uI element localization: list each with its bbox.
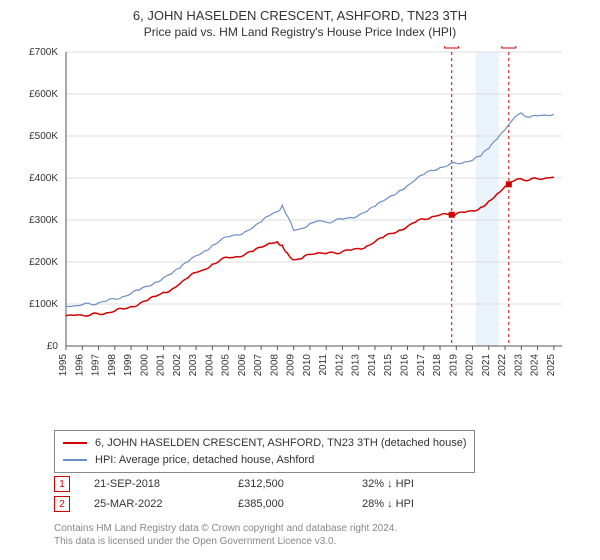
legend-label: HPI: Average price, detached house, Ashf… xyxy=(95,452,314,469)
legend-row: 6, JOHN HASELDEN CRESCENT, ASHFORD, TN23… xyxy=(63,435,466,452)
svg-text:2000: 2000 xyxy=(139,354,150,377)
svg-text:1: 1 xyxy=(449,46,455,48)
svg-text:£0: £0 xyxy=(47,341,59,352)
svg-text:1999: 1999 xyxy=(123,354,134,377)
svg-text:2001: 2001 xyxy=(156,354,167,377)
svg-text:2025: 2025 xyxy=(546,354,557,377)
sale-point-row: 1 21-SEP-2018 £312,500 32% ↓ HPI xyxy=(54,476,462,492)
svg-text:1997: 1997 xyxy=(91,354,102,377)
svg-text:2010: 2010 xyxy=(302,354,313,377)
legend-swatch xyxy=(63,459,87,461)
svg-text:2017: 2017 xyxy=(416,354,427,377)
chart-area: £0 £100K £200K £300K £400K £500K £600K £700K 199… xyxy=(14,46,570,386)
svg-text:£500K: £500K xyxy=(29,131,58,142)
legend-row: HPI: Average price, detached house, Ashf… xyxy=(63,452,466,469)
copyright-line-2: This data is licensed under the Open Gov… xyxy=(54,535,397,548)
sale-point-date: 25-MAR-2022 xyxy=(94,498,214,510)
svg-text:£100K: £100K xyxy=(29,299,58,310)
svg-text:£300K: £300K xyxy=(29,215,58,226)
sale-point-price: £385,000 xyxy=(238,498,338,510)
sale-point-row: 2 25-MAR-2022 £385,000 28% ↓ HPI xyxy=(54,496,462,512)
svg-text:£200K: £200K xyxy=(29,257,58,268)
svg-text:1996: 1996 xyxy=(74,354,85,377)
svg-text:2014: 2014 xyxy=(367,354,378,377)
svg-text:2023: 2023 xyxy=(513,354,524,377)
sale-point-index: 2 xyxy=(54,496,70,512)
svg-text:2005: 2005 xyxy=(221,354,232,377)
svg-text:2015: 2015 xyxy=(383,354,394,377)
svg-text:£400K: £400K xyxy=(29,173,58,184)
chart-subtitle: Price paid vs. HM Land Registry's House … xyxy=(0,23,600,45)
svg-text:£700K: £700K xyxy=(29,47,58,58)
svg-text:1998: 1998 xyxy=(107,354,118,377)
svg-text:2009: 2009 xyxy=(286,354,297,377)
svg-text:2019: 2019 xyxy=(448,354,459,377)
svg-text:2016: 2016 xyxy=(400,354,411,377)
copyright-line-1: Contains HM Land Registry data © Crown c… xyxy=(54,522,397,535)
svg-text:2021: 2021 xyxy=(481,354,492,377)
svg-text:2024: 2024 xyxy=(530,354,541,377)
svg-text:2007: 2007 xyxy=(253,354,264,377)
copyright-notice: Contains HM Land Registry data © Crown c… xyxy=(54,522,397,548)
sale-point-date: 21-SEP-2018 xyxy=(94,478,214,490)
svg-text:2011: 2011 xyxy=(318,354,329,376)
svg-text:1995: 1995 xyxy=(58,354,69,377)
card: 6, JOHN HASELDEN CRESCENT, ASHFORD, TN23… xyxy=(0,0,600,560)
chart-legend: 6, JOHN HASELDEN CRESCENT, ASHFORD, TN23… xyxy=(54,430,475,473)
svg-text:2003: 2003 xyxy=(188,354,199,377)
sale-point-delta: 32% ↓ HPI xyxy=(362,478,462,490)
svg-text:2012: 2012 xyxy=(334,354,345,377)
sale-points-table: 1 21-SEP-2018 £312,500 32% ↓ HPI 2 25-MAR-202… xyxy=(54,476,462,516)
svg-text:£600K: £600K xyxy=(29,89,58,100)
svg-text:2004: 2004 xyxy=(204,354,215,377)
svg-text:2020: 2020 xyxy=(465,354,476,377)
sale-point-index: 1 xyxy=(54,476,70,492)
svg-text:2002: 2002 xyxy=(172,354,183,377)
svg-text:2: 2 xyxy=(506,46,512,48)
svg-text:2013: 2013 xyxy=(351,354,362,377)
svg-text:2018: 2018 xyxy=(432,354,443,377)
svg-text:2022: 2022 xyxy=(497,354,508,377)
sale-point-delta: 28% ↓ HPI xyxy=(362,498,462,510)
chart-title: 6, JOHN HASELDEN CRESCENT, ASHFORD, TN23… xyxy=(0,0,600,23)
line-chart-svg: £0 £100K £200K £300K £400K £500K £600K £700K 199… xyxy=(14,46,570,386)
legend-swatch xyxy=(63,442,87,444)
svg-text:2008: 2008 xyxy=(269,354,280,377)
sale-point-price: £312,500 xyxy=(238,478,338,490)
svg-text:2006: 2006 xyxy=(237,354,248,377)
legend-label: 6, JOHN HASELDEN CRESCENT, ASHFORD, TN23… xyxy=(95,435,466,452)
